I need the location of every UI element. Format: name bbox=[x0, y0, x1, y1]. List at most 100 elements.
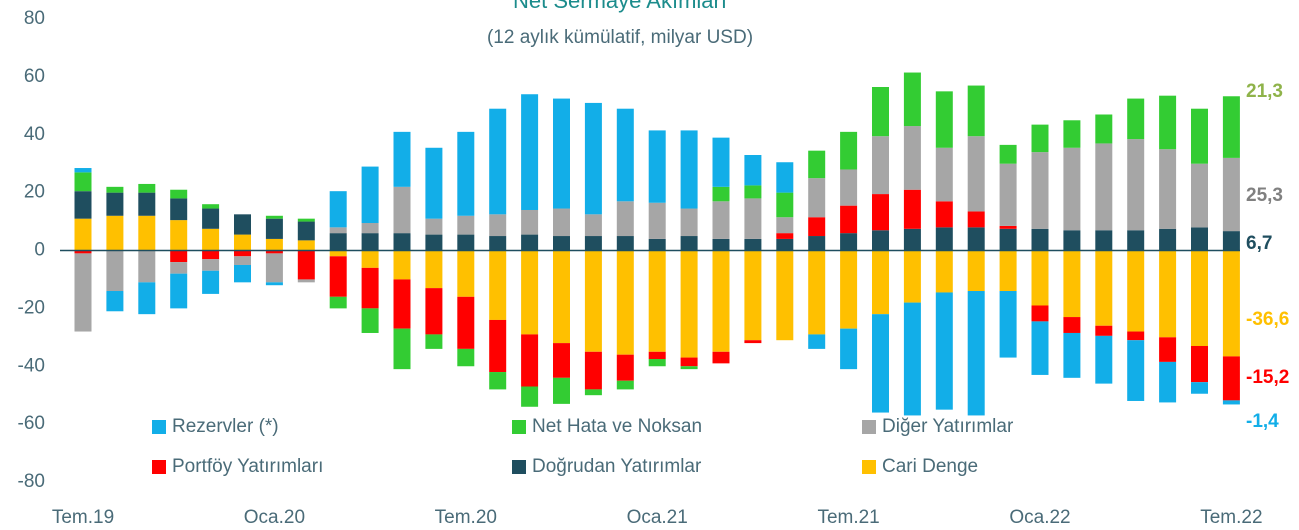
y-tick-label: -80 bbox=[18, 471, 45, 492]
bar-segment bbox=[872, 250, 889, 315]
bar-segment bbox=[457, 215, 475, 235]
bar-segment bbox=[967, 250, 985, 292]
bar-segment bbox=[872, 314, 889, 413]
bar-segment bbox=[553, 377, 570, 404]
bar-segment bbox=[1159, 149, 1177, 229]
bar-segment bbox=[521, 334, 539, 387]
bar-segment bbox=[584, 102, 602, 215]
bar-segment bbox=[872, 194, 889, 231]
bar-segment bbox=[999, 163, 1017, 226]
bar-segment bbox=[265, 250, 283, 254]
bar-segment bbox=[712, 186, 730, 202]
bar-segment bbox=[776, 238, 794, 251]
bar-segment bbox=[74, 218, 92, 251]
bar-segment bbox=[329, 191, 347, 228]
bar-segment bbox=[808, 334, 826, 349]
bar-segment bbox=[584, 389, 602, 396]
bar-segment bbox=[521, 209, 539, 235]
bar-segment bbox=[584, 236, 602, 251]
bar-segment bbox=[1159, 250, 1177, 338]
bar-segment bbox=[393, 131, 411, 187]
bar-segment bbox=[648, 351, 666, 360]
bar-segment bbox=[489, 214, 507, 237]
bar-segment bbox=[1031, 305, 1049, 322]
bar-segment bbox=[744, 340, 762, 344]
bar-segment bbox=[616, 250, 634, 355]
y-tick-label: 60 bbox=[24, 66, 45, 87]
bar-segment bbox=[202, 270, 220, 294]
bar-segment bbox=[521, 250, 539, 335]
bar-segment bbox=[425, 218, 443, 235]
bar-segment bbox=[170, 273, 188, 309]
bar-segment bbox=[553, 250, 570, 344]
bar-segment bbox=[967, 291, 985, 416]
bar-segment bbox=[489, 250, 507, 320]
bar-segment bbox=[680, 250, 698, 358]
bar-segment bbox=[106, 192, 124, 216]
bar-segment bbox=[648, 202, 666, 239]
bar-segment bbox=[1031, 250, 1049, 306]
bar-segment bbox=[361, 250, 379, 268]
bar-segment bbox=[1063, 230, 1081, 251]
bar-segment bbox=[584, 250, 602, 352]
bar-segment bbox=[329, 250, 347, 257]
bar-segment bbox=[935, 250, 953, 293]
bar-segment bbox=[1222, 157, 1240, 232]
bar-segment bbox=[967, 136, 985, 212]
bar-segment bbox=[1127, 98, 1145, 140]
x-tick-label: Oca.20 bbox=[244, 507, 305, 528]
bar-segment bbox=[776, 250, 794, 341]
bar-segment bbox=[840, 233, 858, 251]
legend-label: Rezervler (*) bbox=[172, 416, 279, 437]
legend-swatch bbox=[512, 460, 526, 474]
bar-segment bbox=[457, 250, 475, 297]
end-label: -1,4 bbox=[1246, 411, 1279, 432]
bar-segment bbox=[935, 201, 953, 228]
bar-segment bbox=[967, 227, 985, 251]
bar-segment bbox=[170, 198, 188, 221]
bar-segment bbox=[680, 366, 698, 370]
y-tick-label: 0 bbox=[34, 240, 45, 261]
y-tick-label: 40 bbox=[24, 124, 45, 145]
bar-segment bbox=[521, 94, 539, 210]
bar-segment bbox=[265, 218, 283, 239]
bar-segment bbox=[584, 351, 602, 390]
bar-segment bbox=[616, 108, 634, 202]
bar-segment bbox=[393, 328, 411, 370]
bar-segment bbox=[297, 279, 315, 283]
bar-segment bbox=[776, 217, 794, 234]
bar-segment bbox=[744, 185, 762, 199]
bar-segment bbox=[1222, 356, 1240, 401]
bar-segment bbox=[999, 228, 1017, 251]
bar-segment bbox=[1191, 345, 1208, 383]
bar-segment bbox=[1222, 231, 1240, 251]
bar-segment bbox=[170, 250, 188, 263]
bar-segment bbox=[393, 233, 411, 251]
bar-segment bbox=[712, 201, 730, 239]
bar-segment bbox=[138, 250, 156, 283]
bar-segment bbox=[935, 147, 953, 202]
legend-label: Cari Denge bbox=[882, 456, 978, 477]
bar-segment bbox=[1191, 108, 1208, 164]
bar-segment bbox=[680, 208, 698, 237]
bar-segment bbox=[744, 198, 762, 239]
bar-segment bbox=[808, 178, 826, 218]
x-tick-label: Tem.20 bbox=[435, 507, 497, 528]
bar-segment bbox=[712, 250, 730, 352]
bar-segment bbox=[712, 137, 730, 187]
bar-segment bbox=[1095, 143, 1113, 231]
bar-segment bbox=[903, 250, 921, 303]
bar-segment bbox=[680, 236, 698, 251]
bar-segment bbox=[903, 228, 921, 251]
bar-segment bbox=[999, 144, 1017, 164]
bar-segment bbox=[840, 328, 858, 370]
bar-segment bbox=[1031, 152, 1049, 229]
legend-label: Doğrudan Yatırımlar bbox=[532, 456, 702, 477]
bar-segment bbox=[680, 357, 698, 367]
bar-segment bbox=[903, 189, 921, 229]
bar-segment bbox=[935, 91, 953, 148]
bar-segment bbox=[1031, 321, 1049, 375]
bar-segment bbox=[170, 189, 188, 199]
bar-segment bbox=[329, 227, 347, 234]
